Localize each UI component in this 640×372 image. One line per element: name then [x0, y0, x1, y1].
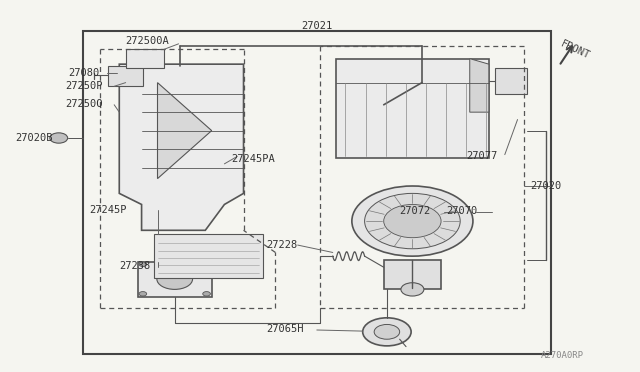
Polygon shape	[470, 59, 489, 112]
Circle shape	[363, 318, 411, 346]
Bar	[495, 68, 527, 94]
Circle shape	[139, 292, 147, 296]
Text: 27250Q: 27250Q	[65, 99, 102, 109]
Text: 27021: 27021	[301, 22, 332, 32]
Polygon shape	[154, 234, 262, 278]
Bar	[83, 31, 551, 354]
Circle shape	[203, 292, 211, 296]
Text: 27250P: 27250P	[65, 81, 102, 91]
Text: 27080: 27080	[68, 68, 100, 78]
Circle shape	[401, 283, 424, 296]
Bar	[125, 49, 164, 68]
Polygon shape	[119, 64, 244, 230]
Polygon shape	[157, 83, 212, 179]
Circle shape	[374, 324, 399, 339]
Circle shape	[384, 205, 441, 238]
Circle shape	[157, 269, 193, 289]
Bar	[108, 66, 143, 86]
Text: 27070: 27070	[446, 206, 477, 216]
Text: 27245P: 27245P	[90, 205, 127, 215]
Bar	[138, 262, 212, 297]
Bar	[384, 260, 441, 289]
Text: 27228: 27228	[266, 240, 297, 250]
Circle shape	[203, 262, 211, 266]
Circle shape	[365, 193, 460, 249]
Text: 27020B: 27020B	[15, 133, 53, 143]
Text: A270A0RP: A270A0RP	[541, 351, 584, 360]
Text: 272500A: 272500A	[125, 36, 170, 46]
Circle shape	[352, 186, 473, 256]
Text: 27245PA: 27245PA	[231, 154, 275, 164]
Text: 27020: 27020	[531, 181, 561, 191]
Circle shape	[50, 133, 68, 143]
Text: 27238: 27238	[119, 262, 150, 272]
Bar	[336, 59, 489, 158]
Circle shape	[139, 262, 147, 266]
Text: 27065H: 27065H	[266, 324, 303, 334]
Text: 27077: 27077	[467, 151, 498, 161]
Text: 27072: 27072	[399, 206, 431, 216]
Text: FRONT: FRONT	[559, 38, 591, 61]
